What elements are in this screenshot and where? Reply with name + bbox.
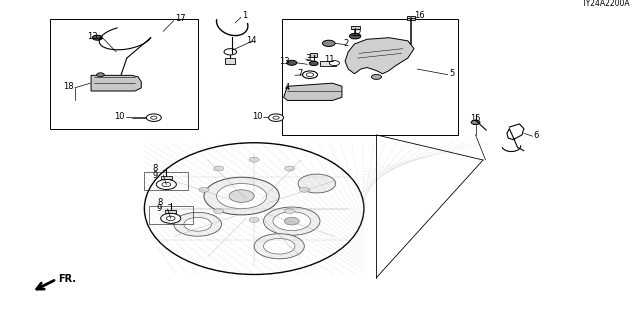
Bar bbox=[310, 53, 317, 57]
Circle shape bbox=[174, 212, 221, 236]
Bar bbox=[406, 16, 415, 20]
Circle shape bbox=[249, 157, 259, 162]
Circle shape bbox=[97, 73, 104, 76]
Circle shape bbox=[92, 35, 102, 40]
Circle shape bbox=[204, 177, 279, 215]
Circle shape bbox=[269, 114, 284, 121]
Text: 15: 15 bbox=[470, 114, 481, 123]
Circle shape bbox=[306, 73, 314, 76]
Text: 8: 8 bbox=[157, 198, 163, 207]
Ellipse shape bbox=[145, 143, 364, 275]
Circle shape bbox=[147, 114, 161, 121]
Text: FR.: FR. bbox=[58, 274, 76, 284]
Text: 13: 13 bbox=[278, 57, 289, 66]
Text: 7: 7 bbox=[298, 69, 303, 78]
Text: 9: 9 bbox=[157, 204, 162, 213]
Circle shape bbox=[298, 174, 335, 193]
Text: 6: 6 bbox=[533, 131, 539, 140]
Bar bbox=[165, 210, 177, 213]
Circle shape bbox=[264, 238, 295, 254]
Text: 10: 10 bbox=[115, 112, 125, 121]
Text: 3: 3 bbox=[305, 53, 311, 63]
Bar bbox=[148, 206, 193, 224]
Circle shape bbox=[309, 61, 318, 66]
Text: 1: 1 bbox=[242, 11, 247, 20]
Bar bbox=[145, 172, 188, 190]
Text: 14: 14 bbox=[246, 36, 257, 45]
Circle shape bbox=[224, 49, 237, 55]
Text: 2: 2 bbox=[343, 38, 348, 48]
Circle shape bbox=[285, 209, 294, 213]
Circle shape bbox=[264, 207, 320, 235]
Circle shape bbox=[162, 182, 171, 187]
Bar bbox=[225, 58, 236, 64]
Circle shape bbox=[285, 166, 294, 171]
Circle shape bbox=[214, 209, 224, 213]
Bar bbox=[351, 26, 360, 29]
Circle shape bbox=[150, 116, 157, 119]
Circle shape bbox=[287, 60, 297, 65]
Text: 5: 5 bbox=[450, 69, 455, 78]
Circle shape bbox=[156, 180, 177, 189]
Circle shape bbox=[371, 74, 381, 79]
Circle shape bbox=[273, 212, 310, 230]
Text: 13: 13 bbox=[86, 32, 97, 41]
Circle shape bbox=[254, 234, 305, 259]
Circle shape bbox=[216, 183, 267, 209]
Text: 12: 12 bbox=[351, 29, 361, 38]
Text: 18: 18 bbox=[63, 82, 74, 91]
Text: 16: 16 bbox=[414, 11, 425, 20]
Circle shape bbox=[214, 166, 224, 171]
Bar bbox=[320, 60, 336, 66]
Circle shape bbox=[323, 40, 335, 46]
Circle shape bbox=[249, 217, 259, 222]
Circle shape bbox=[303, 71, 317, 78]
Circle shape bbox=[273, 116, 279, 119]
Text: TY24A2200A: TY24A2200A bbox=[582, 0, 630, 8]
Circle shape bbox=[330, 60, 339, 66]
Text: 11: 11 bbox=[324, 54, 334, 64]
Text: 9: 9 bbox=[152, 171, 158, 180]
Polygon shape bbox=[91, 75, 141, 91]
Polygon shape bbox=[345, 38, 414, 74]
Text: 10: 10 bbox=[252, 112, 263, 121]
Circle shape bbox=[199, 187, 209, 192]
Circle shape bbox=[161, 213, 180, 223]
Bar bbox=[161, 176, 172, 180]
Circle shape bbox=[300, 187, 309, 192]
Circle shape bbox=[166, 216, 175, 220]
Bar bbox=[51, 19, 198, 129]
Polygon shape bbox=[284, 83, 342, 100]
Circle shape bbox=[349, 33, 361, 39]
Circle shape bbox=[284, 217, 300, 225]
Text: 8: 8 bbox=[152, 164, 158, 173]
Text: 17: 17 bbox=[175, 14, 186, 23]
Circle shape bbox=[471, 120, 480, 124]
Circle shape bbox=[229, 190, 254, 202]
Bar bbox=[282, 19, 458, 135]
Text: 4: 4 bbox=[284, 84, 289, 92]
Circle shape bbox=[184, 217, 211, 231]
